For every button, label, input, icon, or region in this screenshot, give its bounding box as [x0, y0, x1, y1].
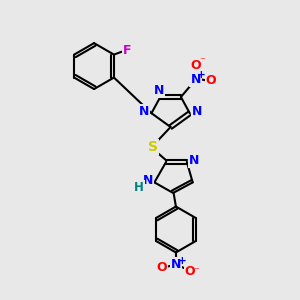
Text: N: N — [190, 73, 201, 86]
Text: O: O — [190, 59, 201, 72]
Text: H: H — [134, 181, 144, 194]
Text: ⁻: ⁻ — [194, 266, 200, 276]
Text: +: + — [177, 256, 186, 266]
Text: +: + — [197, 70, 206, 80]
Text: N: N — [189, 154, 200, 167]
Text: N: N — [154, 84, 164, 97]
Text: N: N — [171, 258, 181, 271]
Text: O: O — [206, 74, 216, 87]
Text: ⁻: ⁻ — [199, 57, 205, 67]
Text: N: N — [139, 105, 149, 118]
Text: S: S — [148, 140, 158, 154]
Text: F: F — [123, 44, 131, 57]
Text: N: N — [143, 174, 153, 188]
Text: N: N — [192, 105, 202, 118]
Text: O: O — [157, 261, 167, 274]
Text: O: O — [185, 265, 195, 278]
